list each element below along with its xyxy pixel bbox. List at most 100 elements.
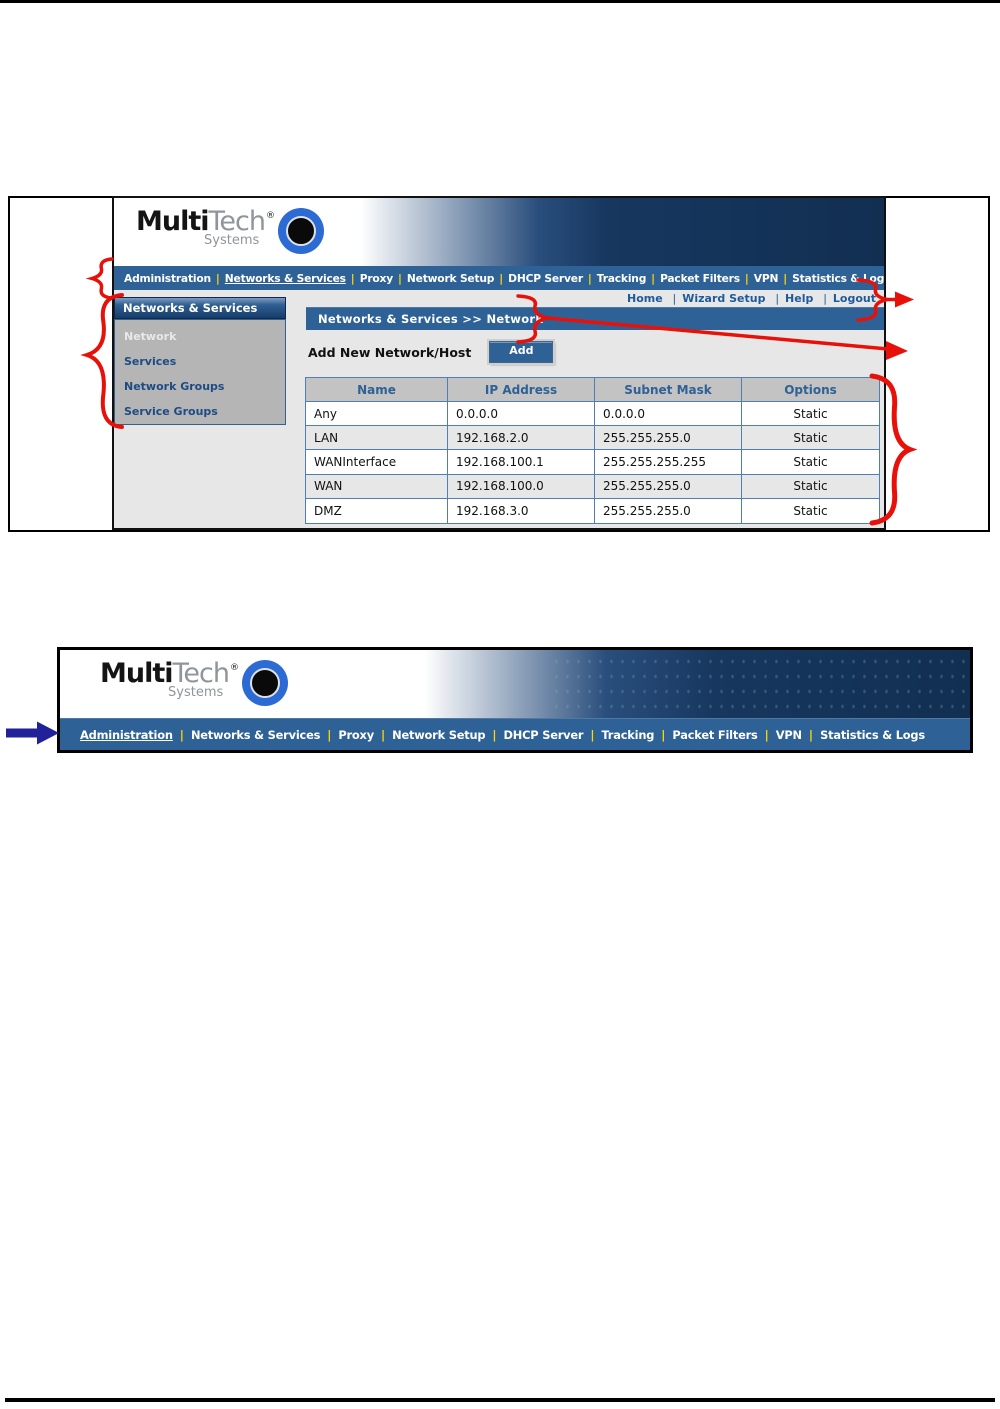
- cell-subnet-mask: 255.255.255.0: [595, 474, 742, 499]
- cell-options: Static: [793, 503, 828, 518]
- multitech-logo: MultiTech® Systems: [136, 208, 324, 254]
- nav-item[interactable]: | Proxy: [327, 727, 374, 742]
- nav-separator: |: [350, 271, 355, 285]
- utility-link[interactable]: | Home: [627, 292, 663, 305]
- utility-separator: |: [823, 292, 827, 305]
- utility-links: | Home | Wizard Setup | Help |: [627, 292, 876, 305]
- add-network-label: Add New Network/Host: [308, 344, 472, 360]
- cell-name: LAN: [306, 426, 448, 451]
- logo-globe-icon: [242, 660, 288, 706]
- logo-word-multi: Multi: [136, 206, 210, 237]
- router-ui-screenshot-1: MultiTech® Systems | Administration | Ne…: [112, 196, 886, 530]
- nav-item[interactable]: | Tracking: [590, 727, 655, 742]
- table-row: WANInterface 192.168.100.1 255.255.255.2…: [306, 450, 879, 475]
- multitech-logo: MultiTech® Systems: [100, 660, 288, 706]
- logo-word-multi: Multi: [100, 658, 174, 689]
- cell-options: Static: [742, 402, 879, 427]
- cell-options: Static: [742, 426, 879, 451]
- main-nav-bar: | Administration | Networks & Services |…: [60, 718, 970, 750]
- sidebar-item[interactable]: Service Groups: [124, 405, 218, 418]
- sidebar-menu: Network Services Network Groups Service …: [114, 319, 286, 425]
- nav-separator: |: [398, 271, 402, 285]
- nav-item[interactable]: | Network Setup: [398, 271, 495, 285]
- utility-separator: |: [775, 292, 780, 305]
- header-dot-pattern: [551, 654, 970, 714]
- nav-separator: |: [661, 727, 666, 742]
- figure2-frame: MultiTech® Systems | Administration |: [57, 647, 973, 753]
- router-ui-screenshot-2: MultiTech® Systems | Administration |: [60, 650, 970, 750]
- column-header: Subnet Mask: [595, 378, 742, 402]
- cell-subnet-mask: 255.255.255.255: [595, 450, 742, 475]
- nav-item[interactable]: | VPN: [764, 727, 802, 742]
- cell-name: DMZ: [306, 498, 448, 523]
- nav-item[interactable]: | Tracking: [587, 271, 647, 285]
- utility-link[interactable]: | Help: [775, 292, 814, 305]
- annotation-arrow-administration: [6, 721, 59, 745]
- logo-subtitle: Systems: [168, 685, 224, 700]
- sidebar-title: Networks & Services: [114, 297, 286, 319]
- nav-item[interactable]: | Networks & Services: [215, 271, 346, 285]
- logo-text: MultiTech® Systems: [136, 206, 275, 248]
- nav-separator: |: [179, 727, 184, 742]
- nav-item[interactable]: | Packet Filters: [651, 271, 740, 285]
- cell-subnet-mask: 255.255.255.0: [595, 498, 742, 523]
- sidebar-item[interactable]: Network Groups: [124, 380, 225, 393]
- logo-text: MultiTech® Systems: [100, 658, 239, 700]
- nav-item[interactable]: | Packet Filters: [661, 727, 758, 742]
- cell-subnet-mask: 255.255.255.0: [595, 426, 742, 451]
- table-row: WAN 192.168.100.0 255.255.255.0 Static: [306, 474, 879, 499]
- nav-separator: |: [808, 727, 814, 742]
- main-nav-bar: | Administration | Networks & Services |…: [114, 266, 884, 290]
- nav-separator: |: [499, 271, 504, 285]
- sidebar-item[interactable]: Network: [124, 330, 177, 343]
- column-header: Name: [306, 378, 448, 402]
- utility-link[interactable]: | Logout: [823, 292, 876, 305]
- nav-separator: |: [744, 271, 749, 285]
- brand-header: MultiTech® Systems: [114, 198, 884, 266]
- page-top-rule: [0, 0, 1000, 3]
- nav-item[interactable]: | Statistics & Logs: [808, 727, 925, 742]
- nav-separator: |: [590, 727, 595, 742]
- table-row: LAN 192.168.2.0 255.255.255.0 Static: [306, 426, 879, 451]
- nav-separator: |: [492, 727, 497, 742]
- networks-table: Name IP Address Subnet Mask Options Any …: [305, 377, 880, 524]
- logo-globe-icon: [278, 208, 324, 254]
- registered-mark: ®: [230, 663, 239, 673]
- logo-word-tech: Tech: [208, 206, 266, 237]
- logo-subtitle: Systems: [204, 233, 260, 248]
- nav-separator: |: [215, 271, 220, 285]
- nav-item[interactable]: | Network Setup: [380, 727, 486, 742]
- cell-ip-address: 0.0.0.0: [448, 402, 595, 427]
- nav-item[interactable]: | DHCP Server: [492, 727, 584, 742]
- nav-item[interactable]: | DHCP Server: [499, 271, 583, 285]
- cell-name: WANInterface: [306, 450, 448, 475]
- cell-ip-address: 192.168.2.0: [448, 426, 595, 451]
- nav-item[interactable]: | Statistics & Logs: [783, 271, 884, 285]
- table-body: Any 0.0.0.0 0.0.0.0 Static LAN 192.168.2…: [306, 402, 879, 523]
- table-row: DMZ 192.168.3.0 255.255.255.0 Static: [306, 498, 879, 523]
- column-header: IP Address: [448, 378, 595, 402]
- nav-item[interactable]: | Administration: [80, 727, 173, 742]
- breadcrumb: Networks & Services >> Network: [306, 307, 884, 330]
- add-network-row: Add New Network/Host Add: [308, 341, 554, 363]
- cell-ip-address: 192.168.100.1: [448, 450, 595, 475]
- page-body: | Home | Wizard Setup | Help |: [114, 290, 884, 528]
- page-bottom-rule: [5, 1398, 995, 1402]
- nav-item[interactable]: | Networks & Services: [179, 727, 321, 742]
- cell-ip-address: 192.168.3.0: [448, 498, 595, 523]
- cell-name: Any: [306, 402, 448, 427]
- nav-item[interactable]: | VPN: [744, 271, 779, 285]
- table-header-row: Name IP Address Subnet Mask Options: [306, 378, 879, 402]
- table-row: Any 0.0.0.0 0.0.0.0 Static: [306, 402, 879, 427]
- utility-separator: |: [672, 292, 677, 305]
- nav-item[interactable]: | Administration: [124, 271, 211, 285]
- nav-separator: |: [327, 727, 332, 742]
- sidebar-item[interactable]: Services: [124, 355, 177, 368]
- nav-item[interactable]: | Proxy: [350, 271, 394, 285]
- utility-link[interactable]: | Wizard Setup: [672, 292, 766, 305]
- nav-separator: |: [764, 727, 769, 742]
- add-button[interactable]: Add: [489, 341, 554, 363]
- cell-ip-address: 192.168.100.0: [448, 474, 595, 499]
- nav-separator: |: [587, 271, 592, 285]
